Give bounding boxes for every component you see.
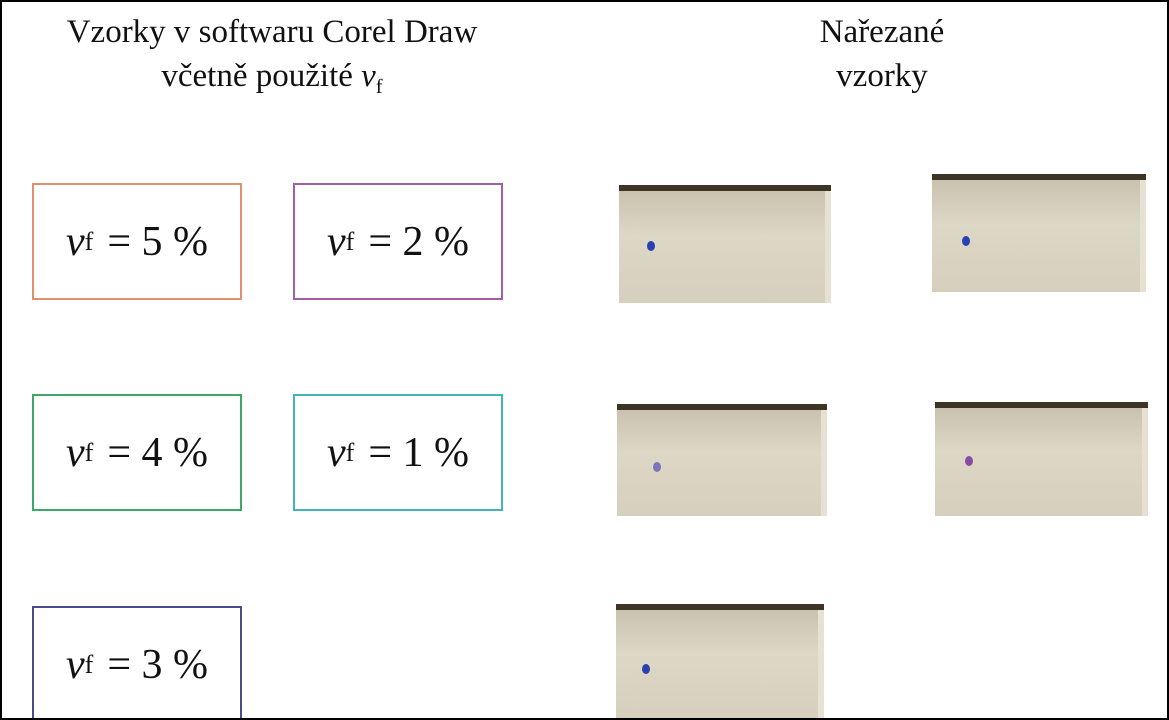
symbol: v	[66, 218, 85, 266]
subscript: f	[346, 227, 355, 257]
sample-photo	[617, 404, 827, 516]
left-header: Vzorky v softwaru Corel Draw včetně použ…	[22, 10, 522, 109]
value-text: = 5 %	[107, 218, 208, 266]
sample-photo	[932, 174, 1146, 292]
header-line: Nařezané	[762, 10, 1002, 54]
dot	[962, 236, 970, 246]
dot	[647, 241, 655, 251]
header-line: Vzorky v softwaru Corel Draw	[22, 10, 522, 54]
value-text: = 2 %	[368, 218, 469, 266]
subscript: f	[85, 438, 94, 468]
value-text: = 1 %	[368, 429, 469, 477]
symbol: v	[327, 218, 346, 266]
sample-photo	[616, 604, 824, 720]
figure: Vzorky v softwaru Corel Draw včetně použ…	[0, 0, 1169, 720]
subscript: f	[346, 438, 355, 468]
dot	[653, 462, 661, 472]
header-text: včetně použité	[161, 58, 353, 94]
sample-photo	[935, 402, 1148, 516]
symbol: v	[327, 429, 346, 477]
header-line: vzorky	[762, 54, 1002, 98]
subscript: f	[85, 650, 94, 680]
right-header: Nařezané vzorky	[762, 10, 1002, 98]
value-text: = 4 %	[107, 429, 208, 477]
dot	[965, 456, 973, 466]
value-text: = 3 %	[107, 641, 208, 689]
header-line: včetně použité vf	[22, 54, 522, 109]
subscript: f	[376, 76, 383, 98]
symbol: v	[66, 641, 85, 689]
symbol: v	[66, 429, 85, 477]
subscript: f	[85, 227, 94, 257]
sample-photo	[619, 185, 831, 303]
symbol: v	[361, 58, 376, 94]
dot	[642, 664, 650, 674]
